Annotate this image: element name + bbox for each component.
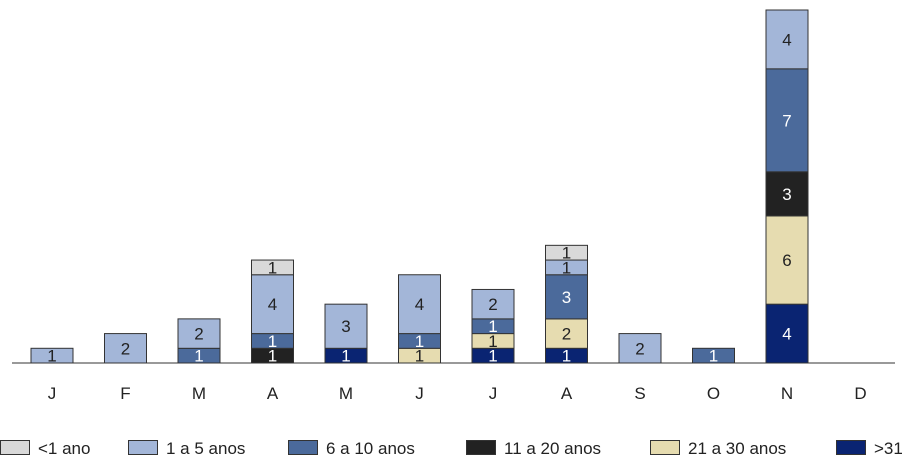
bar-stack-3: 12: [177, 318, 221, 366]
legend-swatch: [128, 440, 158, 455]
data-label-11-6-a-10-anos: 7: [782, 111, 791, 130]
legend-label: 6 a 10 anos: [326, 439, 415, 458]
bar-segment-4-1-ano: [251, 259, 294, 276]
data-label-6-1-a-5-anos: 4: [415, 295, 424, 314]
legend: <1 ano 1 a 5 anos 6 a 10 anos 11 a 20 anos 2…: [0, 437, 912, 461]
bar-segment-7-1-a-5-anos: [471, 288, 515, 320]
data-label-9-1-a-5-anos: 2: [635, 339, 644, 358]
x-tick-label-4: A: [267, 384, 279, 403]
x-tick-label-3: M: [192, 384, 206, 403]
bar-stack-2: 2: [104, 333, 147, 364]
bar-segment-11-31: [765, 303, 809, 364]
x-tick-label-6: J: [415, 384, 424, 403]
bar-stack-6: 11 4: [398, 274, 441, 366]
legend-label: 1 a 5 anos: [166, 439, 246, 458]
x-tick-label-9: S: [634, 384, 645, 403]
bar-segment-5-1-a-5-anos: [324, 303, 368, 349]
x-tick-label-7: J: [489, 384, 498, 403]
data-label-8-31: 1: [562, 347, 571, 366]
data-label-10-6-a-10-anos: 1: [709, 347, 718, 366]
bar-segment-6-1-a-5-anos: [398, 274, 441, 335]
bar-segment-11-1-a-5-anos: [765, 9, 809, 70]
data-label-3-1-a-5-anos: 2: [194, 325, 203, 344]
legend-label: 21 a 30 anos: [688, 439, 787, 458]
data-label-4-1-a-5-anos: 4: [268, 295, 277, 314]
bar-segment-8-6-a-10-anos: [545, 274, 588, 320]
bar-segment-3-1-a-5-anos: [177, 318, 221, 349]
data-label-8-1-ano: 1: [562, 244, 571, 263]
bar-segment-11-6-a-10-anos: [765, 68, 809, 173]
x-tick-label-2: F: [120, 384, 130, 403]
data-label-8-21-a-30-anos: 2: [562, 325, 571, 344]
data-label-5-31: 1: [341, 347, 350, 366]
bar-segment-4-1-a-5-anos: [251, 274, 294, 335]
data-label-6-21-a-30-anos: 1: [415, 347, 424, 366]
data-label-2-1-a-5-anos: 2: [121, 339, 130, 358]
x-tick-label-5: M: [339, 384, 353, 403]
x-tick-label-1: J: [48, 384, 57, 403]
data-label-8-6-a-10-anos: 3: [562, 288, 571, 307]
x-tick-label-12: D: [854, 384, 866, 403]
bar-stack-1: 1: [30, 347, 74, 366]
bar-segment-11-21-a-30-anos: [765, 215, 809, 305]
data-label-4-6-a-10-anos: 1: [268, 332, 277, 351]
bar-stack-11: 4 6 3 7 4: [765, 9, 809, 364]
data-label-1-1-a-5-anos: 1: [47, 347, 56, 366]
data-label-7-1-a-5-anos: 2: [488, 295, 497, 314]
bar-stack-9: 2: [618, 333, 662, 364]
data-label-7-6-a-10-anos: 1: [488, 317, 497, 336]
x-tick-label-8: A: [561, 384, 573, 403]
legend-swatch: [466, 440, 496, 455]
legend-swatch: [836, 440, 866, 455]
bar-segment-11-11-a-20-anos: [765, 171, 809, 217]
data-label-11-11-a-20-anos: 3: [782, 185, 791, 204]
data-label-4-11-a-20-anos: 1: [268, 347, 277, 366]
bar-segment-8-21-a-30-anos: [545, 318, 588, 349]
data-label-5-1-a-5-anos: 3: [341, 317, 350, 336]
data-label-7-21-a-30-anos: 1: [488, 332, 497, 351]
x-tick-label-11: N: [781, 384, 793, 403]
legend-label: <1 ano: [38, 439, 91, 458]
legend-label: 11 a 20 anos: [504, 439, 602, 458]
bar-segment-8-1-ano: [545, 244, 588, 261]
data-label-11-21-a-30-anos: 6: [782, 251, 791, 270]
legend-swatch: [288, 440, 318, 455]
data-label-7-31: 1: [488, 347, 497, 366]
data-label-3-6-a-10-anos: 1: [194, 347, 203, 366]
bar-segment-2-1-a-5-anos: [104, 333, 147, 364]
bar-stack-5: 13: [324, 303, 368, 366]
x-tick-label-10: O: [707, 384, 720, 403]
legend-label: >31: [874, 439, 903, 458]
data-label-8-1-a-5-anos: 1: [562, 258, 571, 277]
data-label-11-1-a-5-anos: 4: [782, 30, 791, 49]
bar-segment-9-1-a-5-anos: [618, 333, 662, 364]
legend-swatch: [650, 440, 680, 455]
data-label-11-31: 4: [782, 325, 791, 344]
data-label-6-6-a-10-anos: 1: [415, 332, 424, 351]
data-label-4-1-ano: 1: [268, 258, 277, 277]
legend-swatch: [0, 440, 30, 455]
